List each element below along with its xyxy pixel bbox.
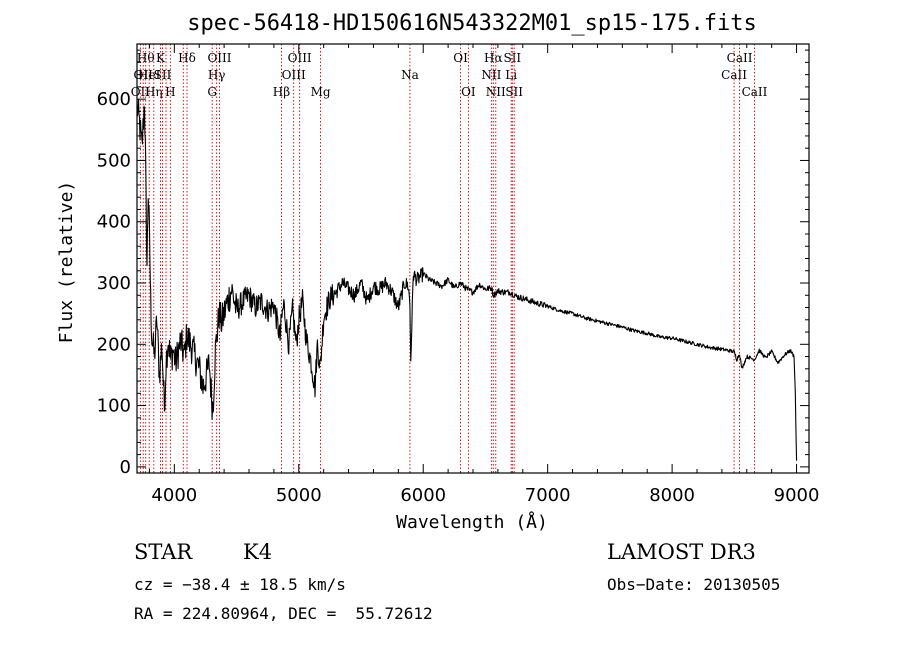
redshift-readout: cz = −38.4 ± 18.5 km/s [134, 575, 346, 594]
spectral-line-label: SII [154, 68, 172, 82]
spectral-line-label: G [207, 85, 217, 99]
spectral-subclass: K4 [243, 540, 273, 564]
coordinates-readout: RA = 224.80964, DEC = 55.72612 [134, 604, 433, 623]
spectral-line-label: Hθ [137, 51, 155, 65]
y-tick-label: 600 [97, 89, 131, 110]
x-tick-label: 8000 [649, 485, 695, 506]
spectral-line-label: K [156, 51, 166, 65]
y-tick-label: 500 [97, 150, 131, 171]
spectral-line-label: CaII [721, 68, 747, 82]
spectral-line-label: Hβ [273, 85, 290, 99]
y-tick-label: 100 [97, 396, 131, 417]
spectral-line-label: NII [486, 85, 506, 99]
spectral-line-label: HeI [138, 68, 161, 82]
x-axis-label: Wavelength (Å) [396, 511, 548, 533]
spectral-line-label: OI [461, 85, 476, 99]
y-tick-label: 0 [120, 457, 131, 478]
spectral-line-label: H [165, 85, 175, 99]
spectral-line-label: Hη [145, 85, 163, 99]
spectral-line-label: OIII [207, 51, 231, 65]
x-tick-label: 5000 [276, 485, 322, 506]
spectrum-series [136, 98, 798, 461]
spectral-line-label: Mg [311, 85, 331, 99]
y-tick-label: 200 [97, 334, 131, 355]
observation-date: Obs−Date: 20130505 [607, 575, 781, 594]
plot-frame [136, 43, 810, 474]
chart-title: spec-56418-HD150616N543322M01_sp15-175.f… [187, 11, 757, 36]
spectrum-line [136, 98, 798, 461]
object-type: STAR [134, 540, 193, 564]
x-tick-label: 4000 [151, 485, 197, 506]
spectral-line-label: OII [131, 85, 151, 99]
spectral-line-label: OI [453, 51, 468, 65]
y-axis-label: Flux (relative) [56, 181, 77, 344]
survey-name: LAMOST DR3 [607, 540, 756, 564]
spectral-line-label: SII [505, 85, 523, 99]
x-tick-label: 6000 [400, 485, 446, 506]
spectral-line-label: Li [505, 68, 517, 82]
spectral-line-label: Hγ [208, 68, 226, 82]
spectral-line-label: OIII [288, 51, 312, 65]
y-tick-label: 400 [97, 212, 131, 233]
spectral-line-label: OII [134, 68, 154, 82]
spectral-line-label: SII [503, 51, 521, 65]
axis-ticks: 4000 5000 6000 7000 8000 9000 0 100 200 300 400 500… [97, 44, 820, 506]
spectral-line-label: OIII [282, 68, 306, 82]
axes [136, 43, 810, 474]
spectral-line-label: CaII [727, 51, 753, 65]
y-tick-label: 300 [97, 273, 131, 294]
x-tick-label: 9000 [774, 485, 820, 506]
spectral-line-label: Na [401, 68, 419, 82]
spectral-line-label: CaII [742, 85, 768, 99]
spectral-line-label: NII [481, 68, 501, 82]
spectral-line-markers: OII OII Hθ HeI Hη K SII H Hδ G Hγ OIII Hβ OIII OIII Mg N… [131, 44, 768, 473]
spectral-line-label: Hδ [178, 51, 196, 65]
x-tick-label: 7000 [525, 485, 571, 506]
spectral-line-label: Hα [484, 51, 503, 65]
